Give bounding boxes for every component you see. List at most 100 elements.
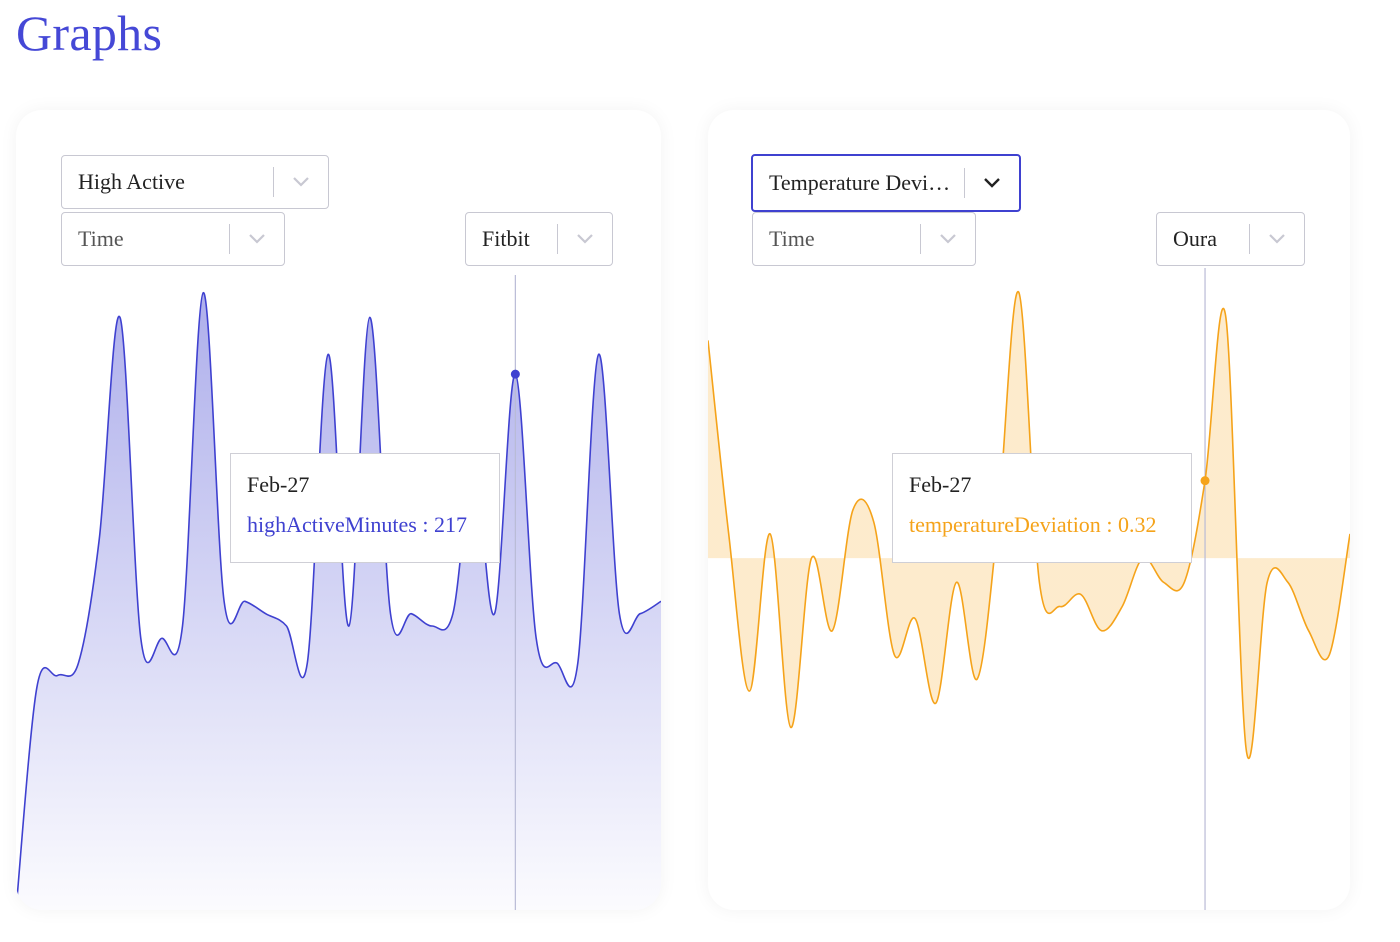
data-point	[1160, 578, 1168, 586]
data-point	[1180, 578, 1188, 586]
tooltip-value: 217	[434, 512, 467, 537]
data-point	[1056, 602, 1064, 610]
tooltip-series-name: highActiveMinutes	[247, 512, 417, 537]
temperature-chart-card: Temperature Devi… Time Oura Feb-27 tempe…	[708, 110, 1350, 910]
data-point	[953, 578, 961, 586]
data-point	[1015, 288, 1023, 296]
data-point	[1242, 748, 1250, 756]
page-title: Graphs	[16, 5, 163, 61]
area-fill	[16, 292, 661, 910]
chart-tooltip: Feb-27 highActiveMinutes : 217	[230, 453, 500, 563]
series-line	[708, 291, 1350, 760]
chevron-down-icon[interactable]	[921, 233, 975, 245]
data-point	[303, 659, 311, 667]
chevron-down-icon[interactable]	[1250, 233, 1304, 245]
data-point	[387, 610, 395, 618]
data-point	[1325, 651, 1333, 659]
high-active-chart-card: High Active Time Fitbit Feb-27 highActiv…	[16, 110, 661, 910]
tooltip-value-row: highActiveMinutes : 217	[247, 512, 483, 538]
tooltip-value-row: temperatureDeviation : 0.32	[909, 512, 1175, 538]
tooltip-separator: :	[1100, 512, 1118, 537]
data-point	[1035, 578, 1043, 586]
data-point	[158, 634, 166, 642]
data-point	[574, 659, 582, 667]
data-point	[95, 536, 103, 544]
data-point	[345, 622, 353, 630]
metric-select-value: Temperature Devi…	[769, 170, 951, 195]
data-point	[407, 610, 415, 618]
data-point	[1118, 602, 1126, 610]
data-point	[428, 622, 436, 630]
data-point	[553, 659, 561, 667]
data-point	[911, 615, 919, 623]
metric-select-value: High Active	[78, 169, 185, 194]
tooltip-date: Feb-27	[909, 472, 972, 497]
data-point	[116, 313, 124, 321]
data-point	[199, 289, 207, 297]
data-point	[33, 684, 41, 692]
data-point	[74, 659, 82, 667]
source-select-value: Oura	[1173, 226, 1217, 251]
source-select-value: Fitbit	[482, 226, 530, 251]
metric-select[interactable]: High Active	[61, 155, 329, 209]
data-point	[828, 627, 836, 635]
data-point	[262, 610, 270, 618]
data-point	[220, 597, 228, 605]
data-point	[708, 336, 712, 344]
data-point	[532, 634, 540, 642]
data-point	[870, 518, 878, 526]
select-separator	[557, 224, 558, 254]
data-point	[324, 350, 332, 358]
data-point	[1077, 590, 1085, 598]
select-separator	[964, 168, 965, 198]
data-point	[766, 530, 774, 538]
data-point	[449, 610, 457, 618]
chart-tooltip: Feb-27 temperatureDeviation : 0.32	[892, 453, 1192, 563]
tooltip-separator: :	[416, 512, 434, 537]
source-select[interactable]: Oura	[1156, 212, 1305, 266]
data-point	[366, 313, 374, 321]
data-point	[849, 506, 857, 514]
select-separator	[920, 224, 921, 254]
data-point	[1305, 627, 1313, 635]
select-separator	[229, 224, 230, 254]
data-point	[1263, 578, 1271, 586]
axis-select-value: Time	[769, 226, 815, 251]
data-point	[890, 651, 898, 659]
data-point	[1222, 312, 1230, 320]
data-point	[1346, 530, 1350, 538]
data-point	[636, 610, 644, 618]
tooltip-series-name: temperatureDeviation	[909, 512, 1101, 537]
axis-select[interactable]: Time	[61, 212, 285, 266]
chevron-down-icon[interactable]	[274, 176, 328, 188]
data-point	[973, 675, 981, 683]
data-point	[491, 610, 499, 618]
data-point	[1097, 627, 1105, 635]
data-point	[241, 597, 249, 605]
data-point	[595, 350, 603, 358]
data-point	[932, 699, 940, 707]
chevron-down-icon[interactable]	[965, 177, 1019, 189]
data-point	[725, 530, 733, 538]
data-point	[615, 610, 623, 618]
highlighted-data-point	[510, 369, 520, 379]
data-point	[137, 634, 145, 642]
data-point	[787, 723, 795, 731]
data-point	[178, 622, 186, 630]
chevron-down-icon[interactable]	[558, 233, 612, 245]
data-point	[745, 687, 753, 695]
tooltip-date: Feb-27	[247, 472, 310, 497]
data-point	[54, 671, 62, 679]
select-separator	[1249, 224, 1250, 254]
axis-select-value: Time	[78, 226, 124, 251]
source-select[interactable]: Fitbit	[465, 212, 613, 266]
chevron-down-icon[interactable]	[230, 233, 284, 245]
data-point	[1284, 578, 1292, 586]
highlighted-data-point	[1200, 476, 1210, 486]
data-point	[282, 622, 290, 630]
metric-select[interactable]: Temperature Devi…	[751, 154, 1021, 212]
select-separator	[273, 167, 274, 197]
tooltip-value: 0.32	[1117, 512, 1157, 537]
data-point	[808, 554, 816, 562]
axis-select[interactable]: Time	[752, 212, 976, 266]
